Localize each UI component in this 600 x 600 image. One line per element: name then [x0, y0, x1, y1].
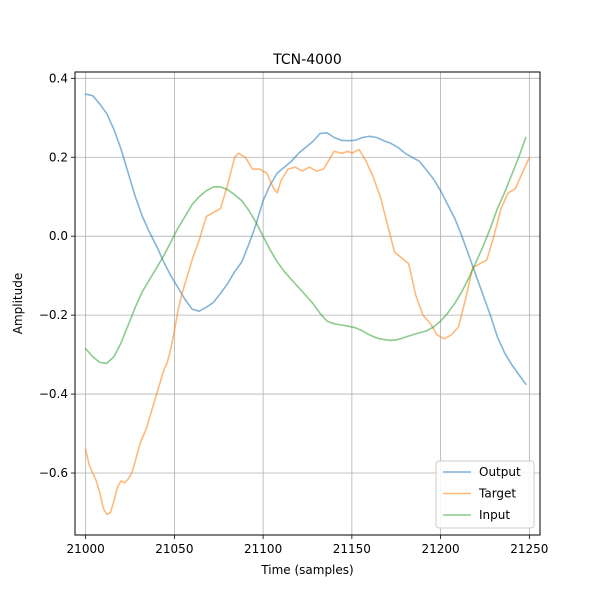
- legend: Output Target Input: [435, 460, 535, 529]
- y-axis-label: Amplitude: [11, 273, 25, 335]
- y-tick-label: 0.2: [49, 150, 68, 164]
- legend-label-target: Target: [478, 487, 516, 501]
- x-tick-label: 21050: [155, 542, 193, 556]
- x-tick-label: 21150: [333, 542, 371, 556]
- y-tick-label: 0.4: [49, 71, 68, 85]
- x-axis-ticks: 21000 21050 21100 21150 21200 21250: [67, 535, 548, 556]
- series-line-output: [84, 93, 527, 386]
- x-axis-label: Time (samples): [260, 563, 353, 577]
- series-line-input: [84, 136, 527, 365]
- y-tick-label: 0.0: [49, 229, 68, 243]
- legend-label-input: Input: [479, 508, 510, 522]
- x-tick-label: 21200: [422, 542, 460, 556]
- y-axis-ticks: −0.6 −0.4 −0.2 0.0 0.2 0.4: [39, 71, 75, 480]
- series-line-target: [84, 148, 531, 516]
- x-tick-label: 21250: [510, 542, 548, 556]
- y-tick-label: −0.6: [39, 466, 68, 480]
- legend-label-output: Output: [479, 465, 521, 479]
- x-tick-label: 21000: [67, 542, 105, 556]
- plot-frame: [74, 71, 541, 536]
- y-tick-label: −0.2: [39, 308, 68, 322]
- chart-title: TCN-4000: [272, 52, 342, 68]
- y-tick-label: −0.4: [39, 387, 68, 401]
- x-tick-label: 21100: [244, 542, 282, 556]
- legend-box: [435, 460, 535, 529]
- series-layer: [84, 93, 531, 516]
